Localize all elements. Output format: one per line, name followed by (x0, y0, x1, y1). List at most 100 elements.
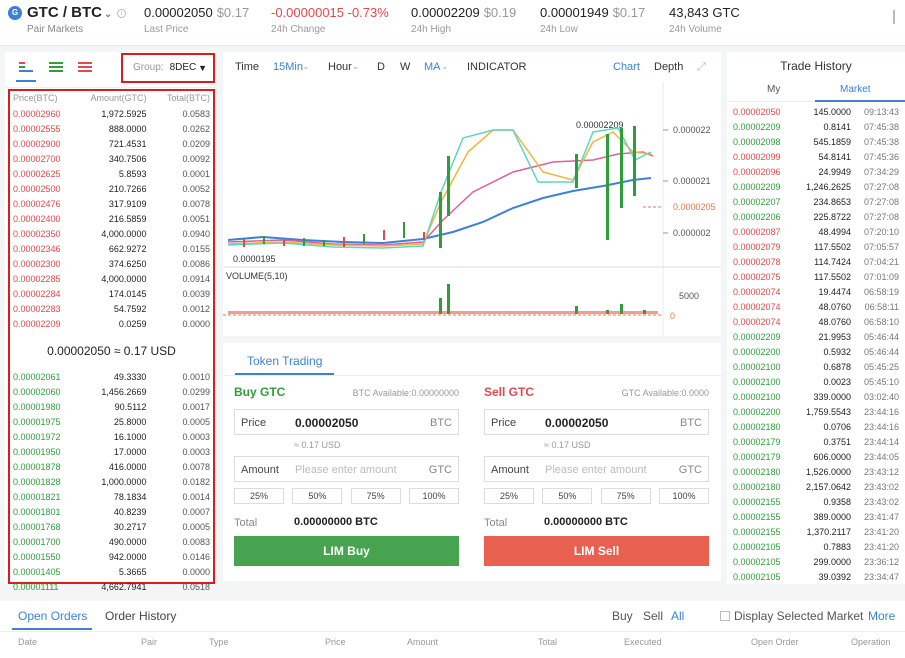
order-row[interactable]: 0.00001550 942.0000 0.0146 (10, 550, 213, 565)
order-row[interactable]: 0.00002284 174.0145 0.0039 (10, 287, 213, 302)
pct-100-button[interactable]: 100% (658, 488, 709, 504)
order-row[interactable]: 0.00001700 490.0000 0.0083 (10, 535, 213, 550)
fullscreen-icon[interactable]: ⤢ (697, 61, 706, 73)
orderbook-bids-icon[interactable] (49, 62, 63, 74)
hour-select[interactable]: Hour (328, 61, 352, 73)
order-row[interactable]: 0.00002555 888.0000 0.0262 (10, 122, 213, 137)
order-row[interactable]: 0.00001980 90.5112 0.0017 (10, 400, 213, 415)
filter-all[interactable]: All (671, 609, 685, 623)
order-row[interactable]: 0.00001768 30.2717 0.0005 (10, 520, 213, 535)
chevron-down-icon: ⌄ (104, 9, 113, 20)
pair-selector[interactable]: GTC / BTC ⌄ (27, 4, 112, 21)
row-total: 0.0182 (182, 477, 210, 487)
buy-amount-field[interactable]: Amount Please enter amount GTC (234, 456, 459, 482)
trade-row: 0.00002074 19.4474 06:58:19 (727, 285, 905, 300)
trade-time: 06:58:19 (863, 287, 899, 297)
order-row[interactable]: 0.00001950 17.0000 0.0003 (10, 445, 213, 460)
pct-25-button[interactable]: 25% (234, 488, 284, 504)
trade-time: 23:41:20 (863, 542, 899, 552)
order-row[interactable]: 0.00002285 4,000.0000 0.0914 (10, 272, 213, 287)
tab-order-history[interactable]: Order History (105, 609, 177, 623)
trade-price: 0.00002180 (733, 422, 781, 432)
row-amount: 4,000.0000 (101, 229, 147, 239)
tab-my-trades[interactable]: My (767, 84, 781, 95)
pct-50-button[interactable]: 50% (292, 488, 343, 504)
pct-25-button[interactable]: 25% (484, 488, 534, 504)
trade-amount: 545.1859 (813, 137, 851, 147)
depth-tab[interactable]: Depth (654, 61, 684, 73)
sell-price-conversion: ≈ 0.17 USD (544, 440, 591, 450)
order-row[interactable]: 0.00002900 721.4531 0.0209 (10, 137, 213, 152)
order-row[interactable]: 0.00002350 4,000.0000 0.0940 (10, 227, 213, 242)
tab-market-trades[interactable]: Market (840, 84, 871, 95)
order-row[interactable]: 0.00002060 1,456.2669 0.0299 (10, 385, 213, 400)
order-row[interactable]: 0.00001821 78.1834 0.0014 (10, 490, 213, 505)
trade-price: 0.00002105 (733, 572, 781, 582)
order-row[interactable]: 0.00002400 216.5859 0.0051 (10, 212, 213, 227)
order-row[interactable]: 0.00001111 4,662.7941 0.0518 (10, 580, 213, 595)
more-link[interactable]: More (868, 609, 896, 623)
order-row[interactable]: 0.00002283 54.7592 0.0012 (10, 302, 213, 317)
row-total: 0.0940 (182, 229, 210, 239)
ma-select[interactable]: MA (424, 61, 441, 73)
order-row[interactable]: 0.00001405 5.3665 0.0000 (10, 565, 213, 580)
row-price: 0.00001405 (13, 567, 61, 577)
group-decimal-select[interactable]: Group: 8DEC ▼ (121, 53, 215, 83)
trade-row: 0.00002100 339.0000 03:02:40 (727, 390, 905, 405)
order-row[interactable]: 0.00002700 340.7506 0.0092 (10, 152, 213, 167)
display-selected-checkbox[interactable] (720, 611, 730, 621)
orderbook-both-icon[interactable] (16, 62, 36, 82)
row-total: 0.0155 (182, 244, 210, 254)
chart-tab[interactable]: Chart (613, 61, 640, 73)
order-row[interactable]: 0.00002061 49.3330 0.0010 (10, 370, 213, 385)
low-label: 24h Low (540, 24, 578, 35)
sell-amount-field[interactable]: Amount Please enter amount GTC (484, 456, 709, 482)
pct-75-button[interactable]: 75% (600, 488, 651, 504)
indicator-button[interactable]: INDICATOR (467, 61, 527, 73)
info-icon[interactable]: i (117, 9, 126, 18)
order-row[interactable]: 0.00001878 416.0000 0.0078 (10, 460, 213, 475)
order-row[interactable]: 0.00002476 317.9109 0.0078 (10, 197, 213, 212)
tab-token-trading[interactable]: Token Trading (235, 343, 335, 375)
buy-price-field[interactable]: Price 0.00002050 BTC (234, 409, 459, 435)
settings-icon[interactable] (893, 10, 903, 24)
amount-label: Amount (241, 464, 279, 476)
order-book-header: Price(BTC) Amount(GTC) Total(BTC) (10, 91, 213, 107)
time-button[interactable]: Time (235, 61, 260, 73)
filter-sell[interactable]: Sell (643, 609, 664, 623)
day-button[interactable]: D (377, 61, 385, 73)
order-row[interactable]: 0.00002209 0.0259 0.0000 (10, 317, 213, 332)
order-row[interactable]: 0.00001828 1,000.0000 0.0182 (10, 475, 213, 490)
pct-50-button[interactable]: 50% (542, 488, 593, 504)
order-row[interactable]: 0.00002625 5.8593 0.0001 (10, 167, 213, 182)
order-row[interactable]: 0.00002346 662.9272 0.0155 (10, 242, 213, 257)
order-row[interactable]: 0.00002960 1,972.5925 0.0583 (10, 107, 213, 122)
trade-price: 0.00002074 (733, 317, 781, 327)
pct-100-button[interactable]: 100% (408, 488, 459, 504)
row-price: 0.00001821 (13, 492, 61, 502)
candlestick-chart[interactable]: 0.000022 0.000021 0.0000205 0.000002 0.0… (223, 82, 721, 336)
high-marker-label: 0.00002209 (576, 120, 624, 130)
price-value: 0.00002050 (545, 416, 609, 430)
interval-select[interactable]: 15Min (273, 61, 303, 73)
sell-price-field[interactable]: Price 0.00002050 BTC (484, 409, 709, 435)
trade-amount: 0.9358 (823, 497, 851, 507)
order-row[interactable]: 0.00002500 210.7266 0.0052 (10, 182, 213, 197)
order-row[interactable]: 0.00001972 16.1000 0.0003 (10, 430, 213, 445)
row-total: 0.0051 (182, 214, 210, 224)
trade-time: 03:02:40 (863, 392, 899, 402)
filter-buy[interactable]: Buy (612, 609, 633, 623)
trade-amount: 0.5932 (823, 347, 851, 357)
order-row[interactable]: 0.00002300 374.6250 0.0086 (10, 257, 213, 272)
lim-buy-button[interactable]: LIM Buy (234, 536, 459, 566)
week-button[interactable]: W (400, 61, 411, 73)
lim-sell-button[interactable]: LIM Sell (484, 536, 709, 566)
col-executed: Executed (624, 637, 662, 647)
price-unit: BTC (430, 417, 452, 429)
orderbook-asks-icon[interactable] (78, 62, 92, 74)
order-row[interactable]: 0.00001975 25.8000 0.0005 (10, 415, 213, 430)
pct-75-button[interactable]: 75% (350, 488, 401, 504)
order-row[interactable]: 0.00001801 40.8239 0.0007 (10, 505, 213, 520)
trade-row: 0.00002074 48.0760 06:58:10 (727, 315, 905, 330)
tab-open-orders[interactable]: Open Orders (18, 609, 88, 623)
